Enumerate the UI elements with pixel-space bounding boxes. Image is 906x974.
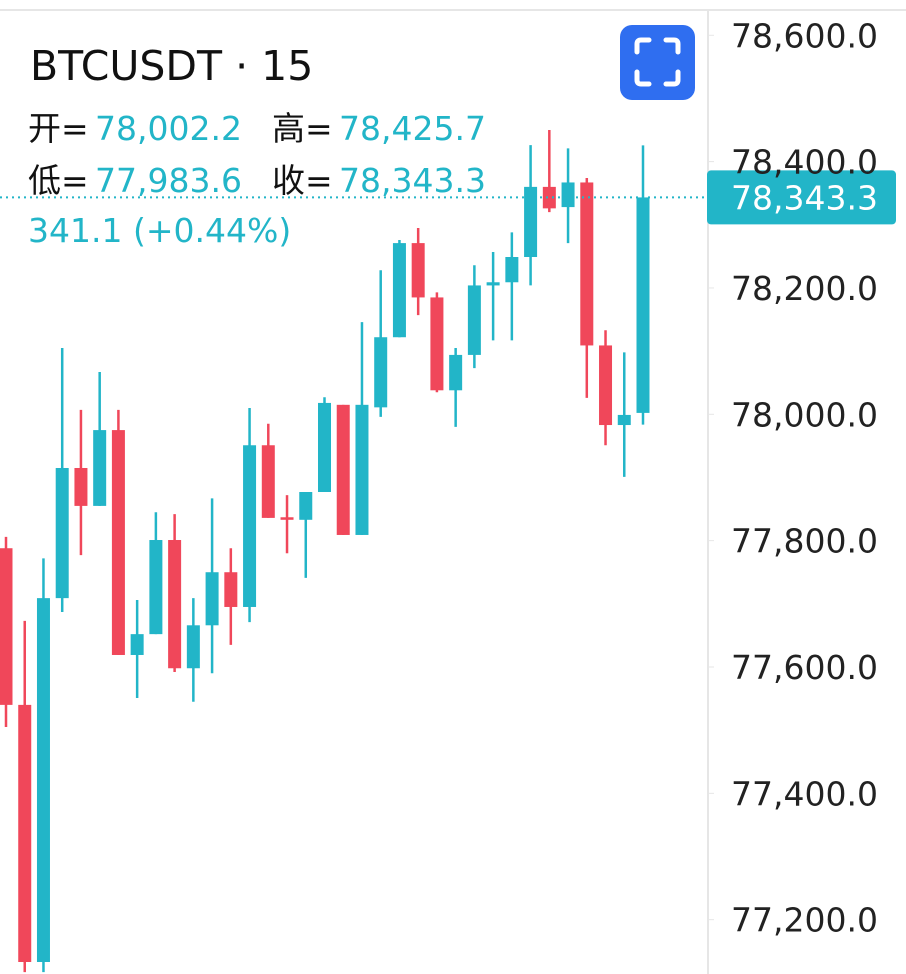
- candle-body: [111, 430, 125, 655]
- candle-body: [149, 540, 163, 635]
- y-tick-label: 78,000.0: [731, 395, 878, 434]
- candle-body: [186, 625, 200, 669]
- candle-body: [18, 704, 32, 962]
- price-tag: [707, 170, 896, 225]
- y-tick-label: 77,200.0: [731, 901, 878, 940]
- ohlc-key: 收=: [272, 161, 333, 200]
- candle-body: [0, 548, 13, 705]
- candle-body: [318, 402, 331, 492]
- candle-body: [336, 404, 350, 535]
- change-label: 341.1 (+0.44%): [28, 211, 291, 250]
- price-tag-label: 78,343.3: [731, 178, 878, 217]
- candle-body: [355, 404, 369, 535]
- candle-body: [130, 634, 144, 655]
- candle-body: [524, 186, 538, 258]
- y-tick-label: 77,600.0: [731, 648, 878, 687]
- ohlc-key: 开=: [28, 109, 89, 148]
- candle-body: [280, 517, 294, 520]
- y-tick-label: 78,400.0: [731, 143, 878, 182]
- y-tick-label: 77,400.0: [731, 774, 878, 813]
- candle-body: [505, 257, 519, 283]
- ohlc-key: 高=: [272, 109, 333, 148]
- candle-body: [168, 540, 182, 669]
- candle-body: [430, 297, 444, 391]
- candle-body: [467, 285, 481, 355]
- candle-body: [205, 572, 219, 626]
- ohlc-value: 78,343.3: [339, 161, 486, 200]
- y-tick-label: 78,600.0: [731, 16, 878, 55]
- candle-body: [374, 337, 388, 408]
- candle-body: [224, 572, 238, 607]
- overlay: 78,343.3 BTCUSDT · 15 开= 78,002.2 高= 78,425.7…: [0, 42, 896, 250]
- candle-body: [561, 182, 575, 208]
- candle-body: [411, 243, 425, 298]
- ohlc-key: 低=: [28, 161, 89, 200]
- ohlc-value: 78,002.2: [95, 109, 242, 148]
- ohlc-value: 78,425.7: [339, 109, 486, 148]
- candle-body: [486, 282, 500, 286]
- y-tick-label: 78,200.0: [731, 269, 878, 308]
- candle-body: [636, 197, 650, 413]
- candle-body: [36, 598, 50, 962]
- y-tick-label: 77,800.0: [731, 522, 878, 561]
- fullscreen-icon: [634, 37, 681, 87]
- fullscreen-button[interactable]: [620, 25, 695, 100]
- candle-body: [449, 354, 463, 391]
- ohlc-value: 77,983.6: [95, 161, 242, 200]
- candles: [0, 130, 650, 973]
- candle-body: [617, 414, 631, 426]
- candle-body: [261, 445, 275, 518]
- candle-body: [392, 243, 406, 338]
- candle-body: [93, 430, 107, 506]
- candle-body: [580, 182, 594, 346]
- candle-body: [74, 467, 88, 506]
- candle-body: [542, 186, 556, 209]
- candle-body: [243, 445, 257, 607]
- candle-body: [55, 467, 69, 599]
- candle-body: [299, 492, 313, 520]
- candle-body: [599, 345, 613, 426]
- chart-title: BTCUSDT · 15: [30, 42, 313, 90]
